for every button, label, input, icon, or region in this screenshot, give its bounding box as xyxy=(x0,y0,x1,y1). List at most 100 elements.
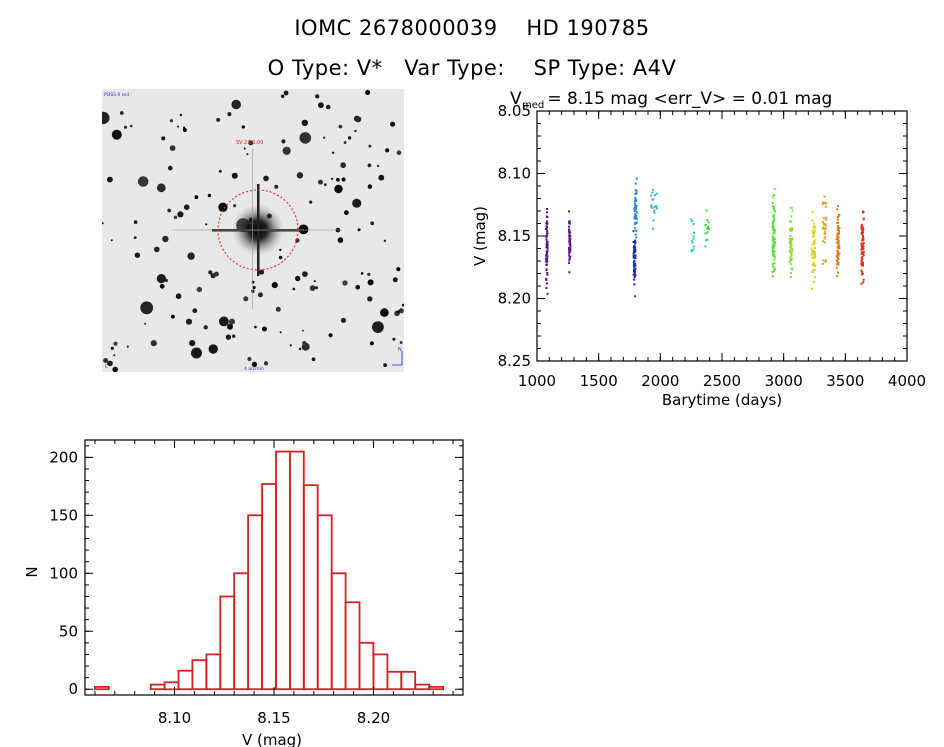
data-point xyxy=(635,177,638,180)
target-star xyxy=(172,149,342,309)
background-star xyxy=(168,165,173,171)
data-point xyxy=(773,228,776,231)
data-point xyxy=(568,249,571,252)
data-point xyxy=(568,221,570,224)
data-point xyxy=(650,204,653,207)
data-point xyxy=(568,254,571,257)
data-point xyxy=(813,225,816,228)
data-point xyxy=(635,206,638,209)
data-point xyxy=(546,220,549,223)
data-point xyxy=(823,195,826,198)
data-point xyxy=(773,216,775,219)
histogram-bars xyxy=(94,450,445,691)
histogram-xlabel: V (mag) xyxy=(242,731,302,747)
data-point xyxy=(838,244,841,247)
light-curve-xlabel: Barytime (days) xyxy=(662,391,782,409)
data-point xyxy=(633,207,636,210)
data-point xyxy=(811,270,814,273)
background-star xyxy=(227,323,233,330)
data-point xyxy=(812,234,815,237)
data-point xyxy=(652,227,654,230)
background-star xyxy=(396,310,401,314)
histogram-plot-frame xyxy=(84,439,464,696)
histogram-bar xyxy=(302,484,319,691)
background-star xyxy=(102,111,110,125)
data-point xyxy=(822,201,825,204)
data-point xyxy=(546,208,549,210)
background-star xyxy=(231,172,238,179)
y-tick-label: 8.05 xyxy=(498,102,531,120)
background-star xyxy=(103,358,109,363)
histogram-bar xyxy=(233,572,249,691)
data-point xyxy=(569,247,572,250)
data-point xyxy=(546,242,548,245)
data-point xyxy=(633,283,636,286)
light-curve-title: V med = 8.15 mag <err_V> = 0.01 mag xyxy=(510,89,832,111)
data-point xyxy=(706,231,709,234)
background-star xyxy=(225,334,232,340)
data-point xyxy=(860,269,863,272)
data-point xyxy=(655,205,658,208)
data-point xyxy=(825,218,828,221)
data-point xyxy=(635,211,638,214)
background-star xyxy=(231,99,241,110)
background-star xyxy=(328,333,333,338)
light-curve-title-subscript: med xyxy=(522,100,544,111)
background-star xyxy=(279,248,282,252)
background-star xyxy=(367,163,372,168)
data-point xyxy=(546,232,549,235)
data-point xyxy=(653,211,656,214)
data-point xyxy=(773,246,775,249)
data-point xyxy=(635,215,637,217)
data-point xyxy=(568,230,571,233)
data-point xyxy=(652,188,654,191)
data-point xyxy=(822,240,824,243)
background-star xyxy=(357,228,361,232)
data-point xyxy=(632,256,635,259)
hist-y-tick-label: 0 xyxy=(68,680,78,698)
background-star xyxy=(301,119,308,126)
background-star xyxy=(196,286,203,293)
background-star xyxy=(187,252,195,260)
background-star xyxy=(208,270,213,275)
background-star xyxy=(279,331,282,334)
data-point xyxy=(546,246,549,249)
series-season-11 xyxy=(821,195,828,265)
data-point xyxy=(860,223,863,226)
histogram-bar xyxy=(400,670,417,691)
background-star xyxy=(367,279,374,286)
data-point xyxy=(634,257,637,260)
data-point xyxy=(862,252,865,255)
data-point xyxy=(693,231,695,234)
data-point xyxy=(860,246,863,249)
background-stars xyxy=(102,90,404,372)
data-point xyxy=(706,219,709,222)
background-star xyxy=(177,125,180,128)
data-point xyxy=(773,209,776,211)
data-point xyxy=(838,252,841,255)
hist-x-tick-label: 8.10 xyxy=(158,709,191,727)
data-point xyxy=(862,211,865,214)
data-point xyxy=(704,224,707,226)
data-point xyxy=(837,225,839,227)
background-star xyxy=(243,296,249,302)
data-point xyxy=(633,200,636,203)
background-star xyxy=(352,198,362,208)
image-north-label: N xyxy=(398,347,402,353)
background-star xyxy=(161,136,166,141)
data-point xyxy=(545,244,548,247)
x-tick-label: 3000 xyxy=(765,372,803,390)
data-point xyxy=(813,227,816,230)
background-star xyxy=(323,136,326,139)
data-point xyxy=(771,250,774,252)
background-star xyxy=(133,236,137,240)
histogram-bar xyxy=(372,653,389,691)
data-point xyxy=(692,237,695,240)
background-star xyxy=(205,223,208,226)
data-point xyxy=(862,239,864,242)
background-star xyxy=(185,318,193,325)
data-point xyxy=(861,251,864,254)
histogram-bar xyxy=(94,686,110,691)
data-point xyxy=(569,242,572,245)
background-star xyxy=(111,129,122,140)
